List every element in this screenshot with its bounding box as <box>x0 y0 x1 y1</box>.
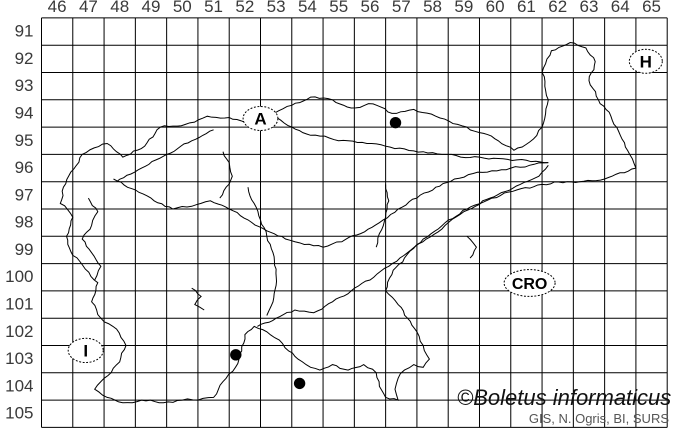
svg-text:53: 53 <box>267 0 286 16</box>
svg-text:52: 52 <box>235 0 254 16</box>
svg-text:105: 105 <box>5 404 33 423</box>
svg-text:55: 55 <box>329 0 348 16</box>
svg-text:63: 63 <box>580 0 599 16</box>
svg-text:I: I <box>83 342 88 361</box>
svg-text:94: 94 <box>15 104 34 123</box>
svg-text:59: 59 <box>454 0 473 16</box>
svg-text:46: 46 <box>48 0 67 16</box>
svg-text:100: 100 <box>5 267 33 286</box>
svg-text:49: 49 <box>142 0 161 16</box>
svg-text:103: 103 <box>5 349 33 368</box>
svg-text:56: 56 <box>361 0 380 16</box>
svg-text:58: 58 <box>423 0 442 16</box>
svg-text:47: 47 <box>79 0 98 16</box>
svg-text:96: 96 <box>15 158 34 177</box>
svg-text:102: 102 <box>5 322 33 341</box>
svg-text:50: 50 <box>173 0 192 16</box>
svg-text:A: A <box>254 110 266 129</box>
svg-text:48: 48 <box>110 0 129 16</box>
svg-text:64: 64 <box>611 0 630 16</box>
svg-text:97: 97 <box>15 185 34 204</box>
svg-text:H: H <box>640 52 652 71</box>
svg-text:95: 95 <box>15 131 34 150</box>
svg-text:65: 65 <box>642 0 661 16</box>
svg-text:93: 93 <box>15 76 34 95</box>
svg-text:61: 61 <box>517 0 536 16</box>
svg-text:54: 54 <box>298 0 317 16</box>
svg-text:98: 98 <box>15 213 34 232</box>
svg-text:99: 99 <box>15 240 34 259</box>
svg-text:51: 51 <box>204 0 223 16</box>
svg-text:GIS, N. Ogris, BI, SURS: GIS, N. Ogris, BI, SURS <box>529 411 669 426</box>
svg-text:©Boletus informaticus: ©Boletus informaticus <box>457 385 671 410</box>
svg-text:57: 57 <box>392 0 411 16</box>
svg-text:CRO: CRO <box>512 276 548 293</box>
svg-text:60: 60 <box>486 0 505 16</box>
svg-text:91: 91 <box>15 22 34 41</box>
svg-text:62: 62 <box>548 0 567 16</box>
svg-text:92: 92 <box>15 49 34 68</box>
svg-text:104: 104 <box>5 376 33 395</box>
svg-text:101: 101 <box>5 295 33 314</box>
